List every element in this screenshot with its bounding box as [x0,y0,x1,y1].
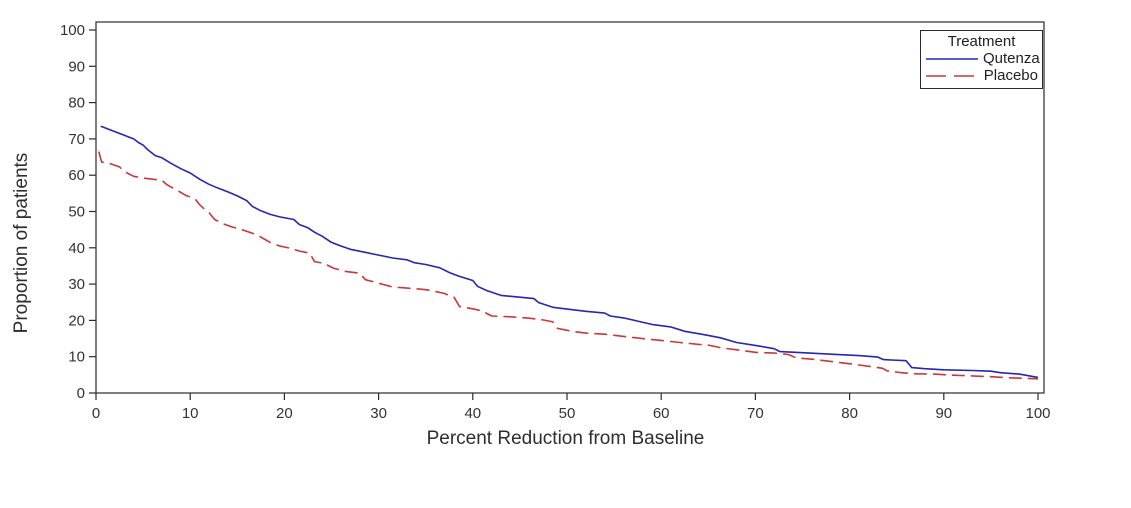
y-tick-label: 40 [68,240,85,257]
x-axis-title: Percent Reduction from Baseline [426,428,705,449]
x-tick-label: 80 [841,405,858,422]
x-tick-label: 100 [1025,405,1050,422]
legend: Treatment Qutenza Placebo [920,30,1043,89]
legend-item-placebo: Placebo [925,67,1038,84]
y-axis-title: Proportion of patients [11,152,32,334]
x-tick-label: 10 [182,405,199,422]
series-lines [98,125,1039,380]
placebo-line [98,151,1039,380]
y-tick-label: 90 [68,58,85,75]
x-tick-label: 40 [464,405,481,422]
y-tick-label: 30 [68,276,85,293]
placebo-line-swatch [926,74,978,77]
x-tick-label: 70 [747,405,764,422]
y-tick-label: 20 [68,312,85,329]
legend-item-qutenza: Qutenza [925,50,1040,67]
x-tick-label: 50 [559,405,576,422]
x-tick-label: 30 [370,405,387,422]
x-tick-label: 0 [92,405,100,422]
legend-title: Treatment [947,33,1016,50]
x-axis: 0 10 20 30 40 50 60 70 80 90 100 [92,393,1051,422]
y-tick-label: 80 [68,95,85,112]
y-tick-label: 60 [68,167,85,184]
x-tick-label: 90 [935,405,952,422]
y-tick-label: 10 [68,349,85,366]
plot-border [95,21,1045,394]
y-tick-label: 70 [68,131,85,148]
plot-frame [95,21,1045,394]
y-tick-label: 0 [77,385,85,402]
qutenza-line-swatch [926,57,978,60]
y-tick-label: 50 [68,204,85,221]
qutenza-line [100,125,1039,379]
x-tick-label: 60 [653,405,670,422]
y-axis: 0 10 20 30 40 50 60 70 80 90 100 [60,22,96,402]
y-tick-label: 100 [60,22,85,39]
legend-label-qutenza: Qutenza [983,50,1040,67]
x-tick-label: 20 [276,405,293,422]
legend-label-placebo: Placebo [983,67,1038,84]
